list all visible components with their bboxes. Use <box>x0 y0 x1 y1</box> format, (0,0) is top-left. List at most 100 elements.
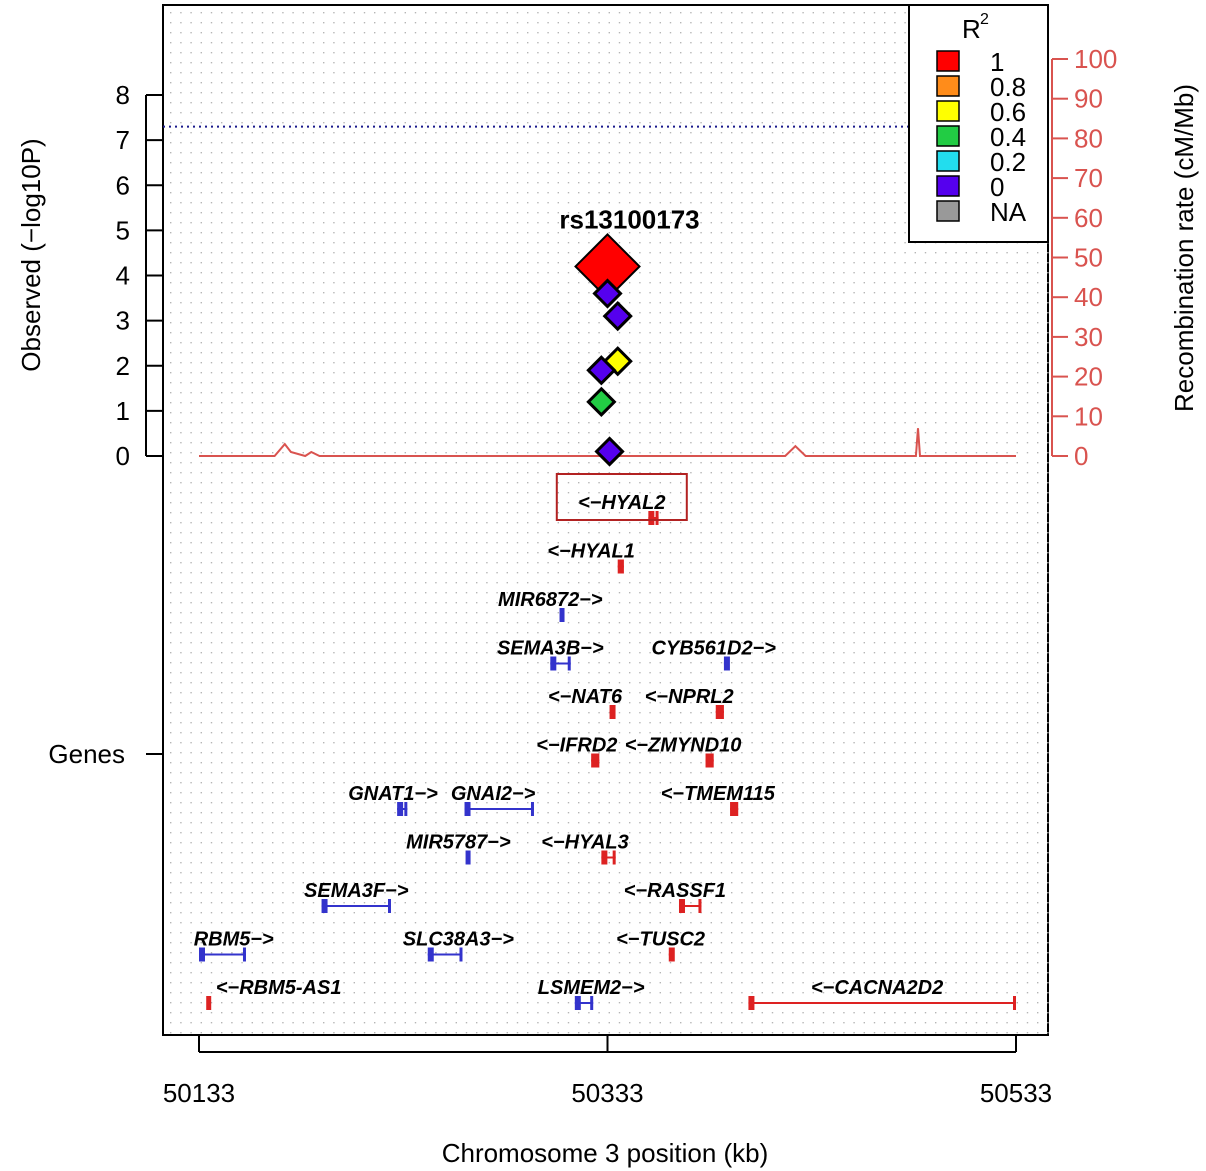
gene: SEMA3F−> <box>304 880 409 913</box>
left-y-axis: 0 1 2 3 4 5 6 7 8 <box>116 80 163 755</box>
gene-highlight-box <box>555 473 688 521</box>
left-y-axis-title: Observed (−log10P) <box>16 138 46 371</box>
gene-exon <box>465 850 469 865</box>
gene-label: SLC38A3−> <box>403 929 514 951</box>
legend-title-superscript: 2 <box>980 11 989 28</box>
legend-label: 0.6 <box>990 97 1026 127</box>
gene: <−CACNA2D2 <box>748 977 1016 1010</box>
gene-exon <box>612 850 616 865</box>
gene-label: LSMEM2−> <box>538 977 645 999</box>
right-y-tick-label: 60 <box>1074 203 1103 233</box>
x-tick-label: 50533 <box>980 1078 1052 1108</box>
right-y-tick-label: 100 <box>1074 44 1117 74</box>
right-y-axis-title: Recombination rate (cM/Mb) <box>1169 84 1199 412</box>
gene-exon <box>567 656 571 671</box>
left-y-tick-label: 0 <box>116 441 130 471</box>
right-y-tick-label: 20 <box>1074 362 1103 392</box>
gene-exon <box>698 899 702 913</box>
gene-label: RBM5−> <box>194 929 274 951</box>
gene-label: <−HYAL2 <box>578 492 665 514</box>
gene-label: <−ZMYND10 <box>625 735 742 757</box>
legend-swatch <box>936 125 960 147</box>
legend-box <box>908 4 1049 243</box>
right-y-tick-label: 90 <box>1074 84 1103 114</box>
left-y-tick-label: 7 <box>116 125 130 155</box>
gene-label: <−IFRD2 <box>536 735 617 757</box>
gene-exon <box>206 996 210 1010</box>
right-y-tick-label: 70 <box>1074 163 1103 193</box>
gene-exon <box>591 753 598 768</box>
right-y-tick-label: 80 <box>1074 123 1103 153</box>
gene-exon <box>596 753 600 768</box>
legend-label: 0.8 <box>990 72 1026 102</box>
legend-swatch <box>936 100 960 122</box>
right-y-tick-label: 0 <box>1074 441 1088 471</box>
gene-exon <box>730 802 737 816</box>
legend-swatch <box>936 175 960 197</box>
gene-exon <box>735 802 739 816</box>
gene: <−HYAL3 <box>541 832 629 865</box>
gene-label: <−RBM5-AS1 <box>216 977 342 999</box>
gene-label: GNAI2−> <box>451 783 536 805</box>
gene-label: CYB561D2−> <box>651 638 776 660</box>
gene: <−NAT6 <box>548 686 623 719</box>
gene: RBM5−> <box>194 929 274 962</box>
legend-label: 0.2 <box>990 147 1026 177</box>
gene-exon <box>620 559 624 574</box>
gene-exon <box>655 511 659 525</box>
gene: <−HYAL2 <box>555 473 688 525</box>
gene: GNAT1−> <box>348 783 438 816</box>
gene-exon <box>601 850 608 865</box>
snp-point <box>586 386 617 417</box>
gene: <−RBM5-AS1 <box>206 977 341 1010</box>
gene: <−TUSC2 <box>616 929 705 962</box>
gene: <−HYAL1 <box>547 541 635 574</box>
left-y-tick-label: 6 <box>116 170 130 200</box>
gene-label: SEMA3F−> <box>304 880 409 902</box>
legend-label: 0 <box>990 172 1004 202</box>
gene: GNAI2−> <box>451 783 536 816</box>
gene-exon <box>725 656 729 671</box>
right-y-tick-label: 10 <box>1074 401 1103 431</box>
gene-exon <box>748 996 755 1010</box>
genes-track-label: Genes <box>48 739 125 769</box>
gene-track: <−HYAL2 <−HYAL1 MIR6872−> SEMA3B−> CYB561D2−… <box>194 473 1016 1010</box>
gene-exon <box>710 753 714 768</box>
left-y-tick-label: 4 <box>116 261 130 291</box>
legend-label: 0.4 <box>990 122 1026 152</box>
gene-exon <box>199 947 205 962</box>
legend-label: NA <box>990 197 1027 227</box>
gene-exon <box>610 705 614 719</box>
top-snp-label: rs13100173 <box>559 204 699 234</box>
gene-label: SEMA3B−> <box>497 638 604 660</box>
gene-exon <box>427 947 434 962</box>
gene-exon <box>387 899 391 913</box>
left-y-tick-label: 3 <box>116 306 130 336</box>
background-dot-grid <box>170 12 1049 1034</box>
gene-exon <box>720 705 724 719</box>
gene-exon <box>321 899 328 913</box>
legend-title: R <box>962 14 981 44</box>
snp-point <box>602 300 633 332</box>
gene-exon <box>705 753 712 768</box>
gene-exon <box>590 996 594 1010</box>
snp-point <box>586 355 617 386</box>
gene: SEMA3B−> <box>497 638 604 671</box>
right-y-axis: 0 10 20 30 40 50 60 70 80 90 100 <box>1051 44 1117 471</box>
gene-label: <−CACNA2D2 <box>811 977 943 999</box>
gene-label: MIR5787−> <box>406 832 511 854</box>
gene: <−NPRL2 <box>645 686 734 719</box>
gene-exon <box>678 899 685 913</box>
gene-exon <box>715 705 722 719</box>
gene-exon <box>550 656 557 671</box>
left-y-tick-label: 8 <box>116 80 130 110</box>
grid-dots <box>170 12 1049 1034</box>
plot-frame <box>162 4 1049 1036</box>
left-y-tick-label: 2 <box>116 351 130 381</box>
left-y-tick-label: 5 <box>116 215 130 245</box>
gene: <−RASSF1 <box>624 880 726 913</box>
gene: MIR5787−> <box>406 832 511 865</box>
gene-label: <−RASSF1 <box>624 880 726 902</box>
